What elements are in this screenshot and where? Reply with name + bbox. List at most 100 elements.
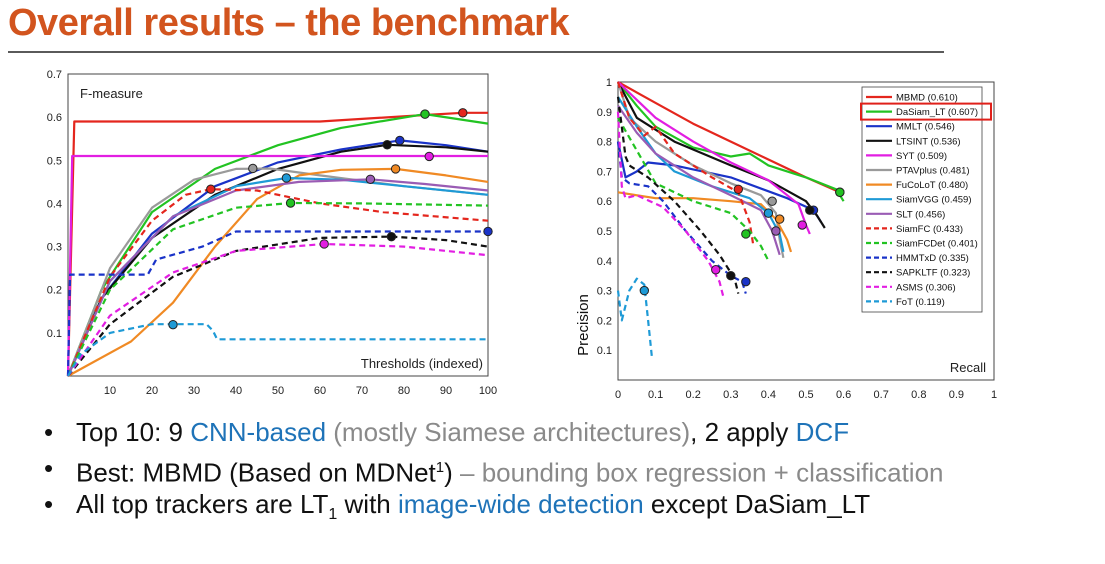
- x-tick-label: 60: [314, 385, 326, 397]
- series-marker-fucolot: [774, 214, 785, 224]
- bullet-text: All top trackers are LT: [76, 489, 329, 519]
- series-line-siamfc: [616, 81, 755, 247]
- series-line-hmmtxd: [66, 230, 488, 377]
- precision-recall-chart: 0 0.1 0.2 0.3 0.4 0.5 0.6 0.7 0.8 0.9 1 0.1 0.2 0.3 0.…: [575, 77, 997, 401]
- chart-title: F-measure: [80, 86, 143, 101]
- legend-entry: HMMTxD (0.335): [896, 253, 969, 264]
- legend-entry: SLT (0.456): [896, 209, 945, 220]
- series-line-sapkltf: [616, 96, 740, 294]
- note-bbox-regression: – bounding box regression + classificati…: [452, 457, 944, 488]
- legend-entry: MMLT (0.546): [896, 122, 955, 133]
- x-tick-label: 0.1: [648, 389, 663, 401]
- x-tick-label: 70: [356, 385, 368, 397]
- y-tick-label: 0.3: [47, 242, 62, 254]
- bullet-text: , 2 apply: [690, 417, 796, 447]
- x-axis-label: Thresholds (indexed): [361, 356, 483, 371]
- x-tick-label: 80: [398, 385, 410, 397]
- series-marker-sapkltf: [386, 231, 397, 242]
- bullet-dot: •: [44, 489, 54, 519]
- series-line-sapkltf: [67, 235, 489, 377]
- series-marker-slt: [771, 226, 781, 236]
- series-line-dasiam-lt: [617, 81, 845, 202]
- series-line-siamfcdet: [67, 201, 489, 377]
- plot-frame: [67, 73, 489, 377]
- x-tick-label: 30: [188, 385, 200, 397]
- bullet-dot: •: [44, 417, 54, 447]
- series-marker-syt: [797, 220, 807, 230]
- bullet-text: with: [337, 489, 398, 519]
- bullet-text: Best: MBMD (Based on MDNet: [76, 457, 436, 488]
- y-tick-label: 0.6: [47, 112, 62, 124]
- bullet-item: • Best: MBMD (Based on MDNet1) – bounding…: [44, 450, 944, 488]
- highlight-image-wide-detection: image-wide detection: [397, 489, 644, 519]
- series-marker-mmlt: [395, 135, 405, 146]
- legend-entry: PTAVplus (0.481): [896, 166, 970, 177]
- bullet-item: • Top 10: 9 CNN-based (mostly Siamese arc…: [44, 414, 943, 450]
- series-marker-siamvgg: [763, 208, 774, 218]
- series-marker-asms: [319, 239, 329, 249]
- x-tick-label: 50: [272, 385, 284, 397]
- legend-entry: SAPKLTF (0.323): [896, 268, 970, 279]
- series-line-asms: [616, 111, 725, 297]
- series-line-fot: [67, 323, 488, 377]
- series-marker-ptavplus: [767, 196, 777, 206]
- legend-entry: LTSINT (0.536): [896, 136, 961, 147]
- x-tick-label: 0.2: [686, 389, 701, 401]
- legend-entry: SiamVGG (0.459): [896, 195, 972, 206]
- series-line-asms: [67, 242, 489, 377]
- x-tick-label: 1: [991, 389, 997, 401]
- y-tick-label: 0.7: [47, 69, 62, 81]
- y-tick-label: 0.4: [47, 198, 62, 210]
- series-marker-dasiam-lt: [420, 109, 430, 119]
- bullet-list: • Top 10: 9 CNN-based (mostly Siamese arc…: [44, 414, 944, 523]
- bullet-item: • All top trackers are LT1 with image-wid…: [44, 486, 943, 523]
- y-tick-label: 0.9: [597, 107, 612, 119]
- legend: MBMD (0.610) DaSiam_LT (0.607) MMLT (0.546…: [860, 86, 992, 313]
- series-marker-slt: [365, 174, 376, 184]
- legend-entry: SiamFCDet (0.401): [896, 239, 978, 250]
- y-tick-label: 0.5: [47, 155, 62, 167]
- bullet-text: Top 10: 9: [76, 417, 191, 447]
- series-marker-siamfcdet: [741, 229, 751, 239]
- legend-entry: ASMS (0.306): [896, 282, 956, 293]
- series-line-slt: [66, 178, 489, 377]
- y-axis-label: Precision: [575, 294, 592, 356]
- slide-title: Overall results – the benchmark: [8, 2, 570, 44]
- y-tick-label: 1: [606, 77, 612, 89]
- legend-entry: MBMD (0.610): [896, 93, 958, 104]
- y-tick-label: 0.4: [597, 256, 612, 268]
- x-tick-label: 0.5: [798, 389, 813, 401]
- y-tick-label: 0.3: [597, 286, 612, 298]
- y-tick-label: 0.2: [47, 285, 62, 297]
- highlight-dcf: DCF: [795, 417, 850, 447]
- series-marker-siamfcdet: [285, 198, 296, 208]
- series-line-slt: [617, 105, 781, 256]
- legend-highlight-box: [860, 102, 992, 121]
- x-tick-label: 0.4: [761, 389, 776, 401]
- series-marker-ptavplus: [248, 163, 258, 174]
- series-marker-hmmtxd: [741, 276, 751, 287]
- legend-entry: DaSiam_LT (0.607): [896, 107, 978, 118]
- y-tick-label: 0.5: [597, 226, 612, 238]
- y-tick-label: 0.2: [597, 315, 612, 327]
- series-marker-sapkltf: [726, 271, 736, 281]
- y-tick-label: 0.1: [47, 328, 62, 340]
- series-marker-siamfc: [206, 184, 216, 194]
- x-tick-label: 100: [479, 385, 497, 397]
- series-marker-siamvgg: [281, 173, 292, 183]
- f-measure-chart: 10 20 30 40 50 60 70 80 90 100 0.1 0.2 0.3 0.4 0.5 0.6 0…: [47, 69, 497, 397]
- series-line-siamfc: [66, 188, 489, 377]
- series-marker-ltsint: [805, 205, 815, 215]
- legend-entry: FuCoLoT (0.480): [896, 180, 968, 191]
- x-tick-label: 20: [146, 385, 158, 397]
- y-tick-label: 0.1: [597, 345, 612, 357]
- series-marker-hmmtxd: [483, 226, 493, 237]
- series-marker-siamfc: [733, 184, 744, 194]
- series-marker-fucolot: [390, 164, 401, 174]
- series-marker-dasiam-lt: [835, 187, 845, 197]
- x-tick-label: 40: [230, 385, 242, 397]
- legend-entry: SiamFC (0.433): [896, 224, 963, 235]
- series-line-hmmtxd: [616, 141, 747, 294]
- x-tick-label: 10: [104, 385, 116, 397]
- series-line-fot: [616, 277, 653, 357]
